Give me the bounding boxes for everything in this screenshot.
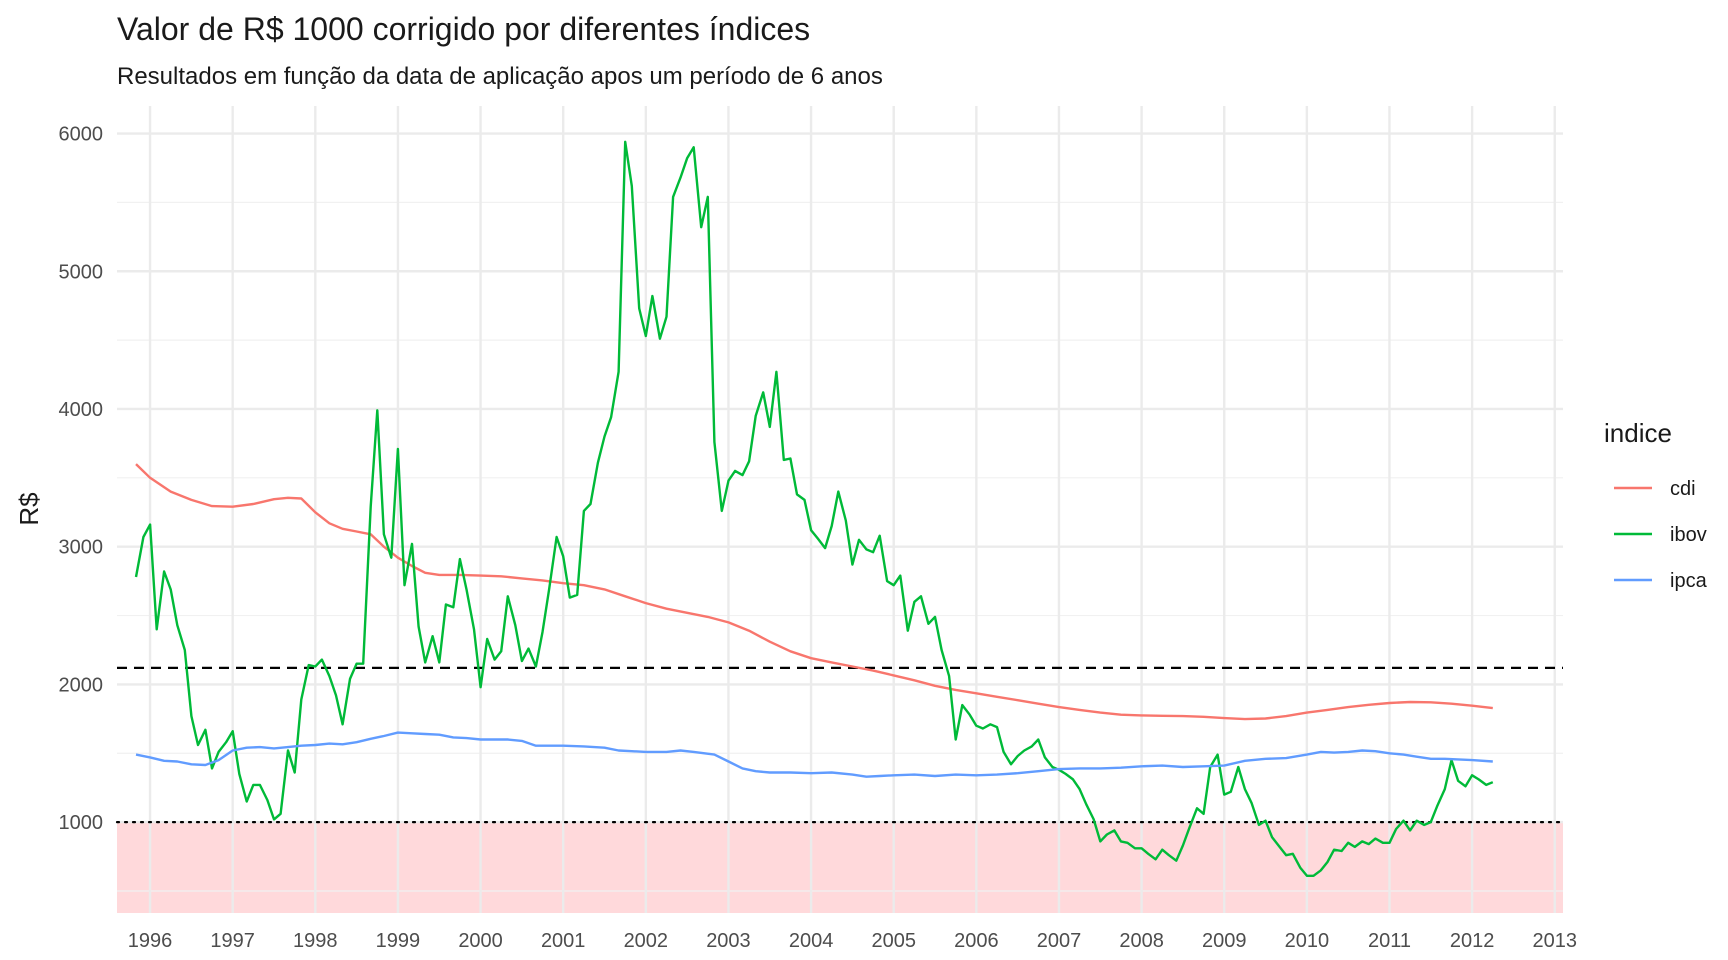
legend-label-cdi: cdi [1670,478,1696,500]
legend: cdi ibov ipca [1614,478,1708,592]
x-tick-label: 2013 [1532,930,1577,952]
x-tick-label: 2012 [1450,930,1495,952]
x-tick-label: 2011 [1368,930,1411,952]
y-tick-label: 4000 [59,399,104,421]
legend-label-ibov: ibov [1670,524,1707,546]
legend-label-ipca: ipca [1670,570,1708,592]
chart-title: Valor de R$ 1000 corrigido por diferente… [117,11,810,47]
x-tick-label: 2009 [1202,930,1247,952]
y-tick-label: 5000 [59,261,104,283]
x-tick-label: 2006 [954,930,999,952]
x-tick-label: 2001 [541,930,586,952]
x-tick-label: 2002 [624,930,669,952]
y-tick-label: 3000 [59,537,104,559]
y-axis-title: R$ [14,492,44,526]
x-tick-label: 2004 [789,930,834,952]
x-tick-label: 1999 [376,930,421,952]
x-tick-label: 2003 [706,930,751,952]
x-tick-label: 1996 [128,930,173,952]
series-line-ibov [134,140,1494,877]
shaded-region-below-1000 [117,822,1563,913]
plot-area: 1000 2000 3000 4000 5000 6000 1996 1997 1998 1999… [59,106,1577,952]
legend-title: indice [1604,418,1672,448]
y-tick-label: 6000 [59,124,104,146]
x-tick-label: 2007 [1037,930,1082,952]
x-tick-label: 2005 [871,930,916,952]
x-tick-label: 1998 [293,930,338,952]
x-tick-label: 1997 [210,930,255,952]
x-tick-label: 2008 [1119,930,1164,952]
chart-subtitle: Resultados em função da data de aplicaçã… [117,63,883,90]
series-line-cdi [135,463,1493,721]
x-tick-label: 2010 [1285,930,1330,952]
y-tick-label: 2000 [59,674,104,696]
x-tick-label: 2000 [458,930,503,952]
series-line-ipca [135,731,1493,778]
y-tick-label: 1000 [59,812,104,834]
